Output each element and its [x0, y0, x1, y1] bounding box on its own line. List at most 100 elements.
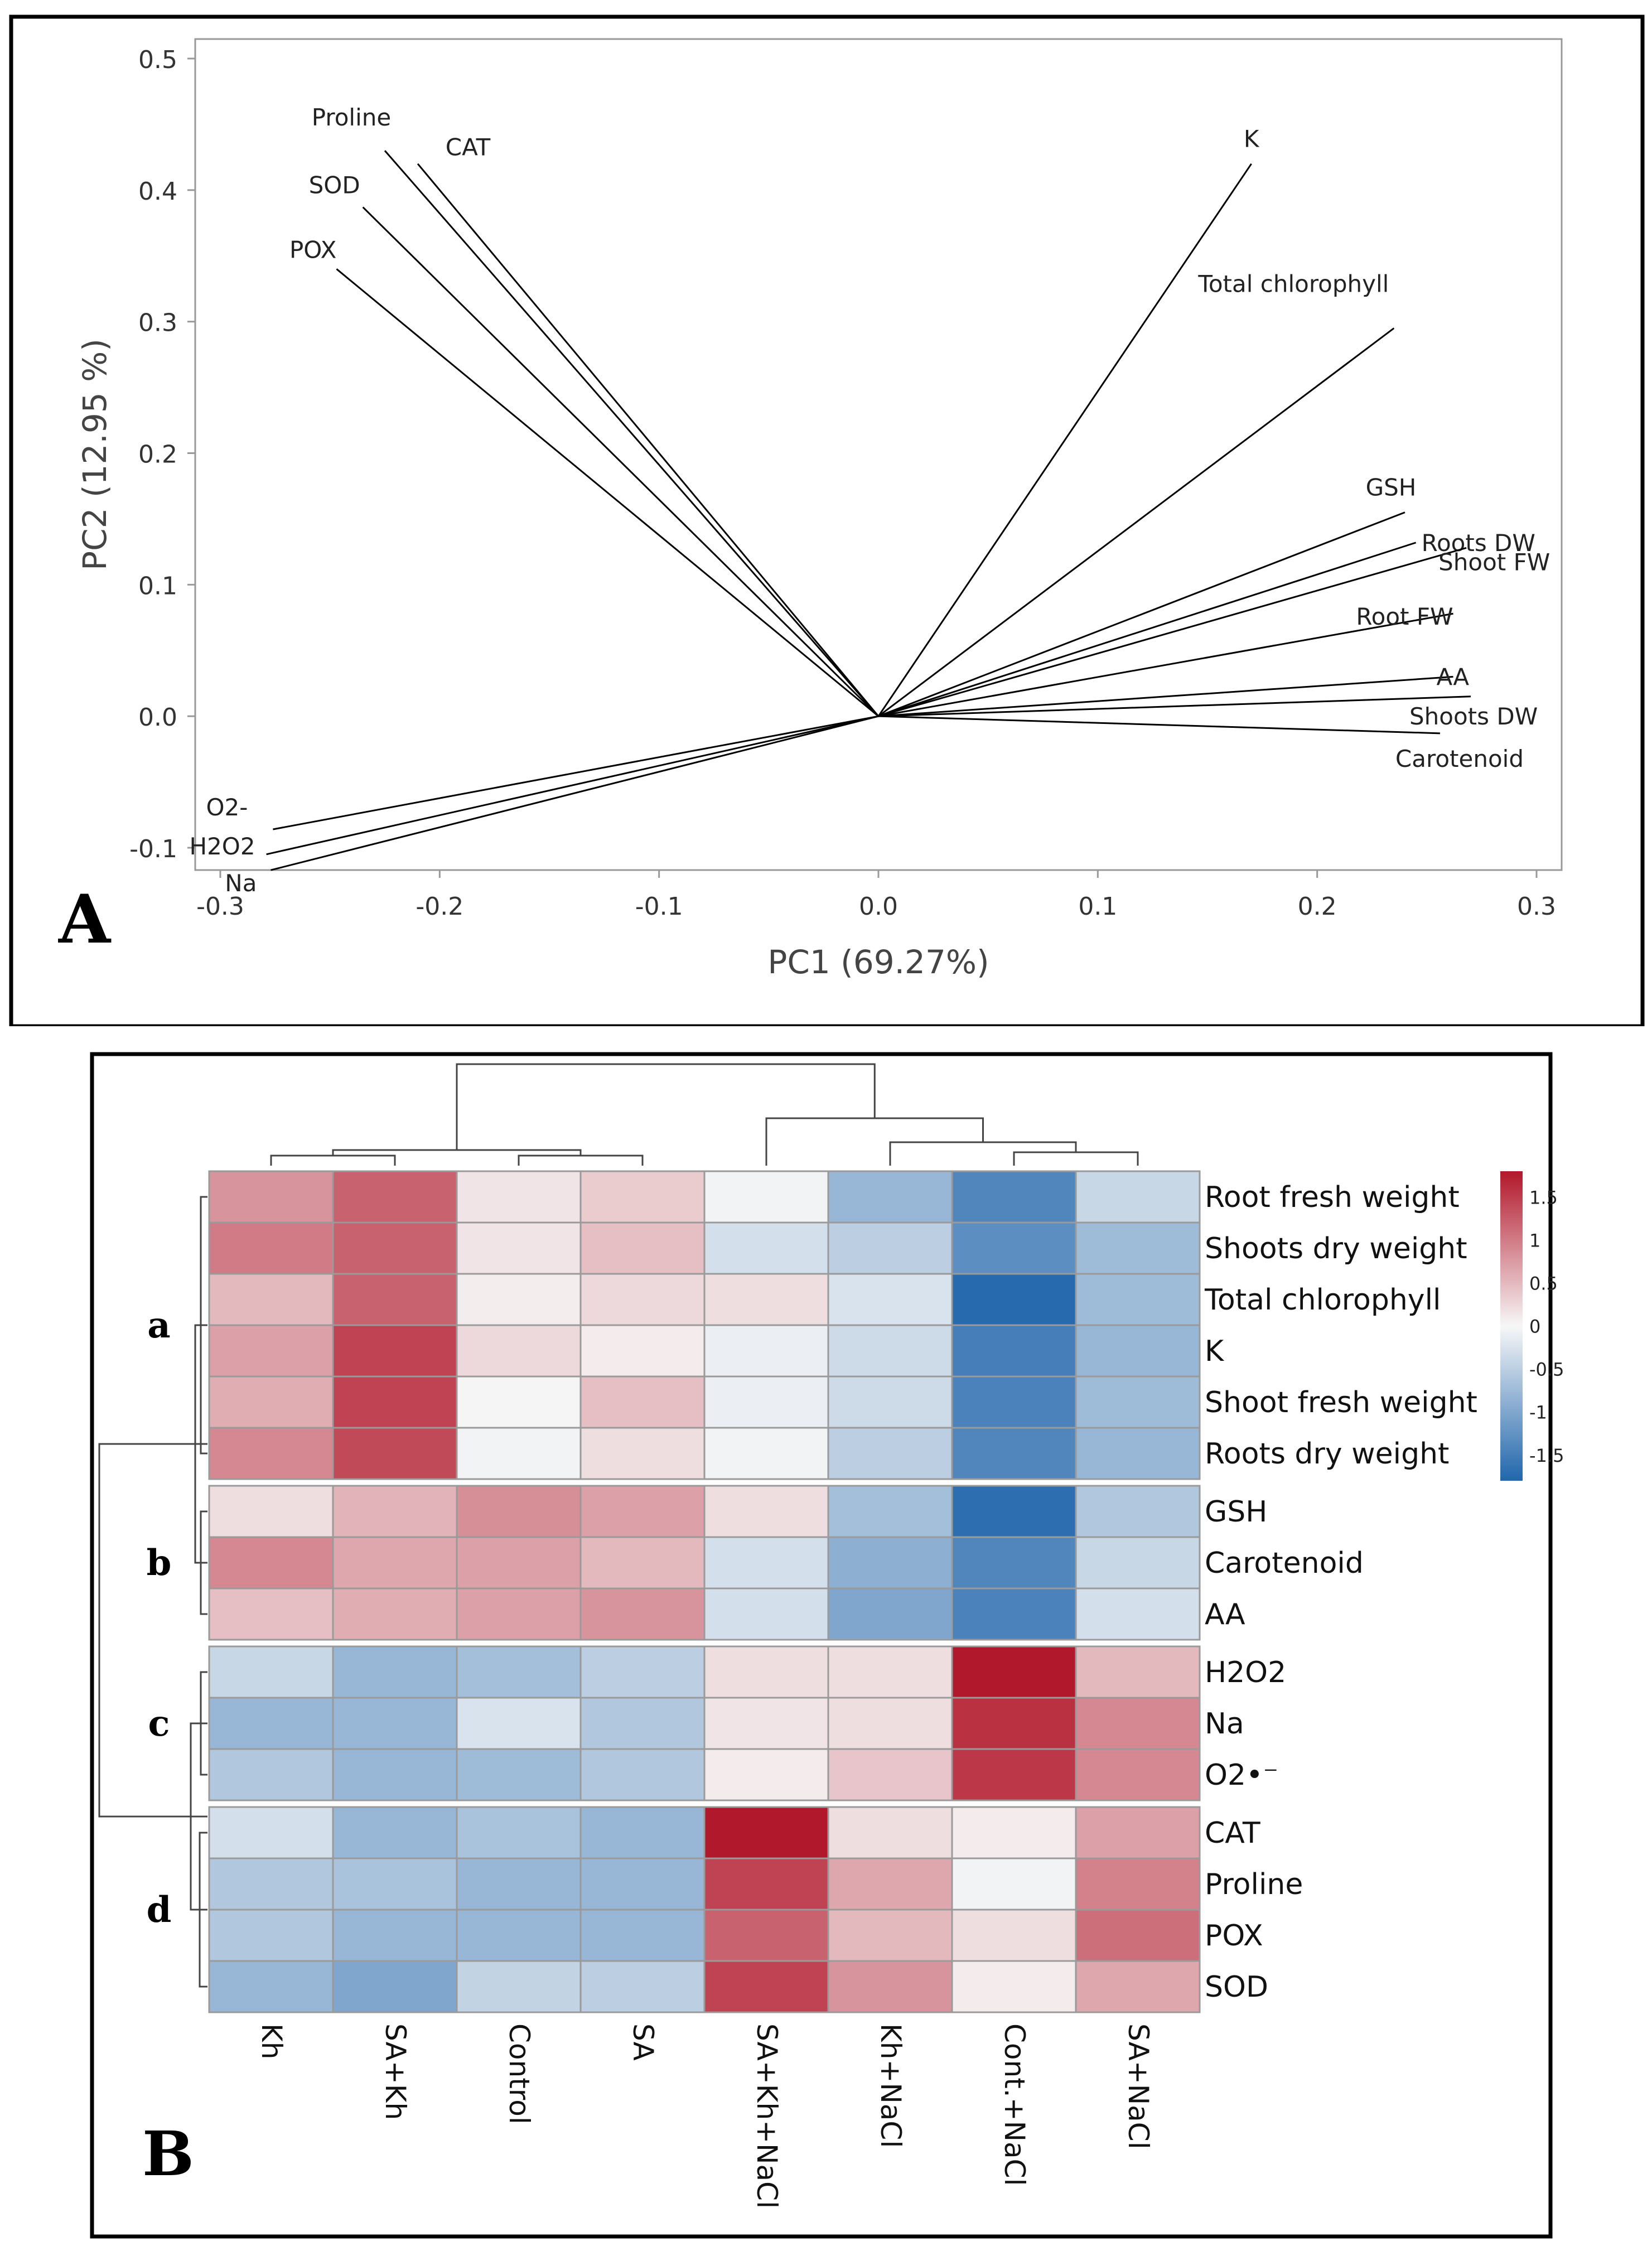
heatmap-cell [1075, 1375, 1201, 1429]
heatmap-row-label: Roots dry weight [1205, 1437, 1449, 1471]
heatmap-cell [703, 1748, 829, 1801]
heatmap-cell [703, 1536, 829, 1590]
heatmap-column-label: SA+Kh [379, 2023, 412, 2120]
heatmap-cell [332, 1324, 458, 1378]
heatmap-cell [579, 1748, 706, 1801]
loading-vector [877, 163, 1252, 717]
heatmap-cell [456, 1485, 582, 1538]
heatmap-cell [951, 1536, 1077, 1590]
heatmap-cell [456, 1909, 582, 1962]
colorbar-tick-label: -0.5 [1529, 1359, 1564, 1380]
heatmap-cell [208, 1485, 334, 1538]
heatmap-cell [827, 1375, 953, 1429]
heatmap-cell [951, 1170, 1077, 1224]
loading-label: Shoots DW [1409, 703, 1538, 730]
heatmap-cell [579, 1960, 706, 2013]
heatmap-cell [827, 1587, 953, 1641]
heatmap-cell [208, 1645, 334, 1699]
dendrogram-branch [194, 1324, 207, 1564]
pca-y-tick-label: 0.3 [138, 309, 177, 337]
colorbar-tick-label: -1 [1529, 1402, 1547, 1423]
pca-y-tick-label: -0.1 [129, 835, 177, 863]
heatmap-row-label: GSH [1205, 1495, 1267, 1529]
heatmap-cell [579, 1170, 706, 1224]
dendrogram-branch [456, 1063, 876, 1150]
heatmap-cell [579, 1697, 706, 1750]
heatmap-cell [951, 1375, 1077, 1429]
heatmap-cell [208, 1427, 334, 1480]
loading-label: SOD [309, 171, 360, 199]
heatmap-cell [951, 1485, 1077, 1538]
heatmap-cell [208, 1857, 334, 1911]
heatmap-group-label: a [147, 1305, 170, 1346]
loading-label: CAT [446, 134, 491, 161]
pca-y-tick-label: 0.5 [138, 46, 177, 74]
heatmap-cell [827, 1273, 953, 1326]
heatmap-row-label: POX [1205, 1919, 1263, 1953]
loading-label: Proline [312, 104, 391, 131]
heatmap-column-label: Kh [255, 2023, 288, 2059]
heatmap-cell [332, 1485, 458, 1538]
heatmap-cell [951, 1960, 1077, 2013]
heatmap-row-label: AA [1205, 1598, 1245, 1631]
heatmap-cell [579, 1427, 706, 1480]
heatmap-row-label: Carotenoid [1205, 1547, 1364, 1580]
colorbar-gradient [1500, 1171, 1523, 1481]
heatmap-cell [332, 1697, 458, 1750]
heatmap-cell [332, 1536, 458, 1590]
loading-vector [878, 511, 1405, 717]
row-dendrogram [98, 1196, 207, 1988]
loading-label: K [1244, 125, 1260, 153]
heatmap-cell [456, 1748, 582, 1801]
loading-label: GSH [1366, 474, 1417, 501]
heatmap-cell [579, 1324, 706, 1378]
heatmap-cell [951, 1748, 1077, 1801]
loading-label: POX [289, 236, 336, 263]
heatmap-cell [1075, 1857, 1201, 1911]
heatmap-colorbar: 1.5 1 0.5 0 -0.5 -1 -1.5 [1500, 1171, 1564, 1481]
heatmap-group-labels: a b c d [147, 1305, 172, 1931]
heatmap-cell [1075, 1427, 1201, 1480]
dendrogram-branch [1013, 1151, 1139, 1166]
heatmap-column-label: Kh+NaCl [875, 2023, 907, 2148]
loading-label: Carotenoid [1395, 745, 1524, 772]
pca-y-tick-label: 0.0 [138, 703, 177, 732]
heatmap-row-labels: Root fresh weight Shoots dry weight Total … [1204, 1181, 1477, 2004]
heatmap-cell [332, 1427, 458, 1480]
heatmap-cell [1075, 1645, 1201, 1699]
pca-x-tick-label: 0.0 [859, 892, 898, 921]
heatmap-group-label: b [147, 1542, 172, 1584]
heatmap-cell [951, 1587, 1077, 1641]
heatmap-cell [332, 1806, 458, 1859]
heatmap-cell [579, 1536, 706, 1590]
loading-vector [270, 715, 879, 871]
heatmap-cell [332, 1909, 458, 1962]
heatmap-cell [332, 1375, 458, 1429]
pca-y-tick-label: 0.2 [138, 441, 177, 469]
loading-label: Shoot FW [1438, 548, 1550, 576]
pca-x-tick-label: 0.3 [1517, 892, 1556, 921]
heatmap-cell [208, 1697, 334, 1750]
heatmap-cell [951, 1806, 1077, 1859]
heatmap-column-label: Cont.+NaCl [998, 2023, 1031, 2186]
pca-x-tick-label: -0.1 [635, 892, 683, 921]
heatmap-cell [827, 1536, 953, 1590]
heatmap-cell [579, 1909, 706, 1962]
loading-label: Total chlorophyll [1197, 270, 1389, 297]
heatmap-cell [208, 1170, 334, 1224]
dendrogram-branch [518, 1154, 644, 1166]
heatmap-cell [703, 1170, 829, 1224]
loading-vector [878, 715, 1440, 735]
pca-x-axis-label: PC1 (69.27%) [767, 943, 989, 981]
heatmap-cell [951, 1324, 1077, 1378]
dendrogram-branch [190, 1722, 207, 1911]
dendrogram-branch [765, 1117, 984, 1166]
heatmap-cell [703, 1806, 829, 1859]
loading-vector [336, 268, 879, 717]
heatmap-cell [456, 1221, 582, 1275]
heatmap-cell [827, 1857, 953, 1911]
pca-biplot: -0.1 0.0 0.1 0.2 0.3 0.4 0.5 -0.3 -0.2 -0.1 0.0 0.… [9, 15, 1645, 1026]
heatmap-cell [579, 1587, 706, 1641]
dendrogram-branch [332, 1149, 582, 1156]
loading-vector [878, 327, 1395, 717]
